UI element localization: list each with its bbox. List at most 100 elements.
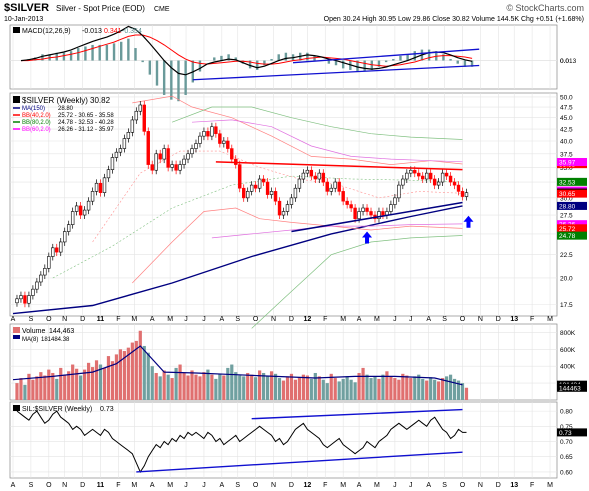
indicator-line: [251, 235, 463, 329]
volume-bar: [47, 369, 51, 400]
volume-bar: [361, 367, 365, 400]
candle-body: [333, 181, 337, 189]
y-tick-label: 45.0: [560, 115, 573, 122]
up-arrow-icon: [463, 215, 474, 228]
x-tick-label: D: [289, 482, 294, 489]
x-tick-label: N: [271, 316, 276, 323]
volume-bar: [448, 374, 453, 400]
candle-body: [425, 172, 429, 180]
price-stats: Open 30.24 High 30.95 Low 29.86 Close 30…: [324, 16, 584, 23]
candle-body: [230, 148, 234, 160]
x-tick-label: M: [131, 482, 137, 489]
volume-bar: [377, 378, 381, 400]
macd-legend-label: MACD(12,26,9): [22, 28, 71, 35]
volume-bar: [421, 378, 425, 400]
macd-histogram-bar: [463, 60, 467, 67]
macd-histogram-bar: [470, 60, 474, 67]
volume-plot: 181484144463: [12, 330, 587, 400]
x-tick-label: 13: [510, 482, 518, 489]
macd-histogram-bar: [177, 60, 180, 102]
y-tick-label: 20.0: [560, 275, 573, 282]
x-tick-label: J: [202, 482, 206, 489]
x-tick-label: O: [46, 482, 52, 489]
macd-histogram-bar: [334, 60, 338, 66]
candle-body: [162, 148, 166, 160]
x-tick-label: F: [116, 316, 120, 323]
macd-histogram-bar: [384, 60, 388, 63]
x-tick-label: D: [496, 316, 501, 323]
candle-body: [15, 298, 19, 304]
y-tick-label: 400K: [560, 364, 576, 371]
candle-body: [245, 191, 250, 199]
candle-body: [397, 184, 401, 199]
volume-legend: Volume 144,463 MA(8) 181484.38: [13, 327, 74, 343]
volume-bar: [114, 354, 119, 400]
x-tick-label: N: [62, 482, 67, 489]
value-badge-text: 144463: [559, 385, 581, 392]
macd-histogram-bar: [356, 60, 359, 72]
volume-ma-swatch: [13, 335, 20, 339]
x-tick-label: F: [116, 482, 120, 489]
x-tick-label: A: [357, 316, 362, 323]
ratio-panel: [9, 401, 558, 479]
x-tick-label: A: [220, 482, 225, 489]
candle-body: [134, 110, 139, 121]
y-tick-label: 0.65: [560, 454, 573, 461]
macd-histogram-bar: [77, 48, 80, 61]
y-tick-label: 37.5: [560, 151, 573, 158]
macd-histogram-bar: [155, 60, 159, 86]
value-badge: [557, 201, 587, 210]
volume-bar: [385, 371, 389, 400]
candle-body: [70, 211, 75, 225]
ratio-legend-title: SIL:$SILVER (Weekly): [22, 406, 92, 413]
legend-label: MA(150): [22, 106, 45, 112]
volume-ma-value: 181484.38: [41, 337, 70, 343]
indicator-line: [52, 175, 463, 279]
volume-bar: [301, 374, 305, 400]
candle-body: [353, 207, 357, 219]
macd-histogram-bar: [220, 55, 223, 61]
volume-bar: [238, 375, 242, 400]
macd-trendline: [192, 64, 480, 81]
candle-body: [377, 211, 381, 219]
macd-signal-line: [21, 34, 473, 67]
price-legend-title: $SILVER (Weekly): [22, 96, 88, 105]
ratio-trendline: [136, 451, 463, 473]
candle-body: [242, 187, 246, 199]
x-tick-label: A: [11, 316, 16, 323]
y-tick-label: 42.5: [560, 127, 573, 134]
price-legend-last: 30.82: [90, 96, 111, 105]
volume-bar: [250, 374, 254, 400]
volume-bar: [154, 372, 158, 400]
candle-body: [74, 205, 79, 212]
candle-body: [417, 172, 421, 177]
value-badge-text: 0.73: [559, 430, 572, 437]
volume-bar: [90, 367, 95, 400]
x-tick-label: J: [393, 482, 397, 489]
indicator-line: [171, 106, 463, 140]
legend-value: 24.78 - 32.53 - 40.28: [58, 120, 114, 126]
x-tick-label: J: [409, 316, 413, 323]
macd-histogram-bar: [270, 58, 273, 61]
price-legend-items: MA(150) 28.80 BB(40,2.0) 25.72 - 30.65 - 35…: [13, 106, 114, 133]
value-badge: [557, 220, 587, 229]
volume-bar: [94, 360, 99, 400]
value-badge: [557, 428, 587, 437]
volume-legend-swatch: [13, 327, 20, 333]
macd-histogram-bar: [363, 60, 366, 72]
value-badge: [557, 383, 587, 392]
candle-body: [289, 197, 294, 205]
price-panel: [9, 92, 558, 317]
macd-histogram-bar: [198, 60, 202, 72]
y-tick-label: 22.5: [560, 252, 573, 259]
macd-histogram-bar: [162, 60, 166, 95]
volume-bar: [285, 376, 290, 400]
indicator-line: [92, 150, 463, 243]
volume-bar: [226, 367, 230, 400]
candle-body: [31, 288, 35, 296]
volume-bar: [55, 378, 59, 400]
x-tick-label: A: [357, 482, 362, 489]
volume-bar: [110, 361, 115, 400]
volume-bar: [102, 367, 107, 400]
macd-histogram-bar: [227, 54, 230, 61]
